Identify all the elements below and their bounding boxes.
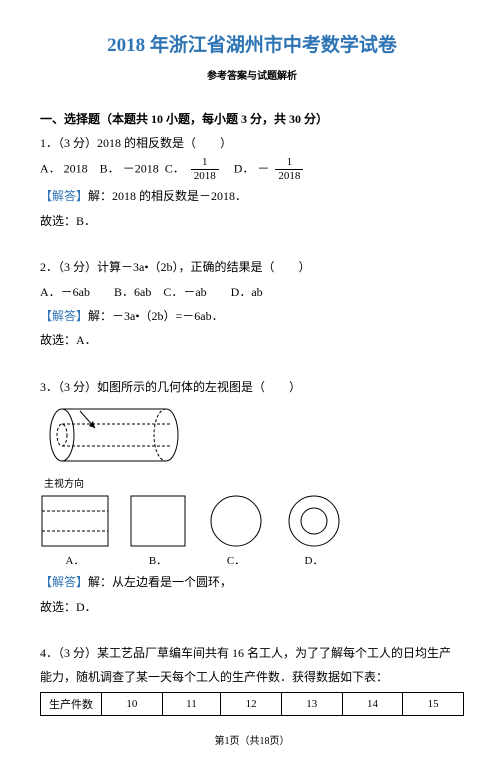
circle-icon <box>206 494 266 549</box>
square-icon <box>128 494 188 549</box>
q4-stem-line1: 4．（3 分）某工艺品厂草编车间共有 16 名工人，为了了解每个工人的日均生产 <box>40 643 464 663</box>
q1-opt-b-val: －2018 <box>123 162 159 176</box>
page-footer: 第1页（共18页） <box>40 732 464 747</box>
q3-answer: 【解答】解：从左边看是一个圆环， <box>40 572 464 592</box>
opt-label: D． <box>284 552 344 568</box>
table-cell: 11 <box>162 692 221 715</box>
q4-stem-line2: 能力，随机调查了某一天每个工人的生产件数．获得数据如下表： <box>40 667 464 687</box>
table-header-cell: 生产件数 <box>41 692 102 715</box>
q1-stem: 1．（3 分）2018 的相反数是（ ） <box>40 133 464 153</box>
opt-label: B． <box>128 552 188 568</box>
q1-opt-c-label: C． <box>165 162 185 176</box>
frac-den: 2018 <box>275 170 303 182</box>
footer-total: 18 <box>260 736 270 747</box>
q1-options: A． 2018 B． －2018 C． 1 2018 D． － 1 2018 <box>40 157 464 182</box>
q3-opt-a: A． <box>40 494 110 568</box>
q2-choice: 故选：A． <box>40 330 464 350</box>
q1-opt-d-label: D． <box>234 162 255 176</box>
table-cell: 12 <box>221 692 282 715</box>
q3-opt-c: C． <box>206 494 266 568</box>
section-header: 一、选择题（本题共 10 小题，每小题 3 分，共 30 分） <box>40 110 464 127</box>
spacer <box>40 355 464 373</box>
cylinder-icon <box>40 403 190 475</box>
q2-options: A．－6ab B．6ab C．－ab D．ab <box>40 282 464 302</box>
answer-text: 解：从左边看是一个圆环， <box>88 575 232 589</box>
frac-num: 1 <box>275 157 303 170</box>
opt-label: A． <box>40 552 110 568</box>
choice-value: D． <box>76 600 97 614</box>
q4-data-table: 生产件数 10 11 12 13 14 15 <box>40 692 464 716</box>
neg-sign: － <box>257 162 269 176</box>
page-title: 2018 年浙江省湖州市中考数学试卷 <box>40 30 464 57</box>
choice-value: A． <box>76 333 97 347</box>
q1-opt-b-label: B． <box>100 162 120 176</box>
frac-num: 1 <box>191 157 219 170</box>
answer-prefix: 【解答】 <box>40 309 88 323</box>
footer-post: 页） <box>270 736 290 747</box>
table-cell: 10 <box>102 692 163 715</box>
q3-stem: 3．（3 分）如图所示的几何体的左视图是（ ） <box>40 377 464 397</box>
frac-den: 2018 <box>191 170 219 182</box>
q1-answer: 【解答】解：2018 的相反数是－2018． <box>40 186 464 206</box>
choice-value: B． <box>76 214 96 228</box>
page: 2018 年浙江省湖州市中考数学试卷 参考答案与试题解析 一、选择题（本题共 1… <box>0 0 504 767</box>
q3-options-row: A． B． C． D． <box>40 494 464 568</box>
page-subtitle: 参考答案与试题解析 <box>40 67 464 82</box>
spacer <box>40 235 464 253</box>
q3-choice: 故选：D． <box>40 597 464 617</box>
answer-text: 解：－3a•（2b）=－6ab． <box>88 309 224 323</box>
spacer <box>40 621 464 639</box>
choice-label: 故选： <box>40 333 76 347</box>
q1-opt-a-label: A． <box>40 162 61 176</box>
choice-label: 故选： <box>40 214 76 228</box>
q2-answer: 【解答】解：－3a•（2b）=－6ab． <box>40 306 464 326</box>
footer-pre: 第 <box>215 736 225 747</box>
opt-label: C． <box>206 552 266 568</box>
table-row: 生产件数 10 11 12 13 14 15 <box>41 692 464 715</box>
table-cell: 14 <box>342 692 403 715</box>
q3-opt-b: B． <box>128 494 188 568</box>
q3-opt-d: D． <box>284 494 344 568</box>
answer-prefix: 【解答】 <box>40 189 88 203</box>
q3-main-figure: 主视方向 <box>40 403 464 490</box>
choice-label: 故选： <box>40 600 76 614</box>
answer-prefix: 【解答】 <box>40 575 88 589</box>
table-cell: 13 <box>281 692 342 715</box>
ring-icon <box>284 494 344 549</box>
q3-figure: 主视方向 A． B． C． <box>40 403 464 568</box>
q1-choice: 故选：B． <box>40 211 464 231</box>
fraction-icon: 1 2018 <box>191 157 219 182</box>
q1-opt-a-val: 2018 <box>64 162 88 176</box>
answer-text: 解：2018 的相反数是－2018． <box>88 189 247 203</box>
footer-mid: 页（共 <box>230 736 260 747</box>
rect-dashed-icon <box>40 494 110 549</box>
q2-stem: 2．（3 分）计算－3a•（2b），正确的结果是（ ） <box>40 257 464 277</box>
table-cell: 15 <box>403 692 464 715</box>
fraction-icon: 1 2018 <box>275 157 303 182</box>
view-direction-label: 主视方向 <box>44 475 464 490</box>
